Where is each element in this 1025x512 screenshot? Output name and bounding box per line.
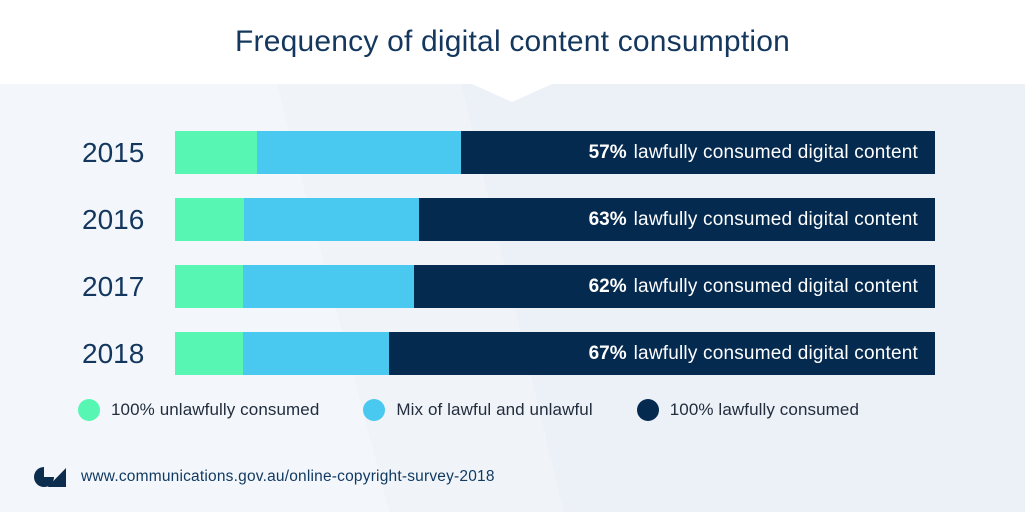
year-label: 2018 (82, 337, 145, 369)
footer: www.communications.gov.au/online-copyrig… (0, 466, 1025, 488)
department-of-communications-logo-icon (34, 467, 66, 487)
bar-percent-value: 57% (588, 141, 627, 163)
segment-unlawful (175, 332, 243, 375)
navy-dot-icon (636, 399, 659, 421)
segment-mix (242, 265, 415, 308)
segment-unlawful (175, 265, 243, 308)
stacked-bar: 57% lawfully consumed digital content (175, 131, 935, 174)
segment-unlawful (175, 131, 258, 174)
blue-dot-icon (363, 399, 386, 421)
segment-mix (244, 198, 419, 241)
segment-lawful: 57% lawfully consumed digital content (460, 131, 935, 174)
page-title: Frequency of digital content consumption (235, 25, 790, 58)
chart-content: 2015 57% lawfully consumed digital conte… (0, 84, 1025, 488)
chart-area: 2015 57% lawfully consumed digital conte… (0, 84, 1025, 512)
header-notch-decoration (472, 84, 552, 102)
bar-label-text: lawfully consumed digital content (633, 208, 918, 230)
header-bar: Frequency of digital content consumption (0, 0, 1025, 84)
bar-label-text: lawfully consumed digital content (633, 342, 918, 364)
green-dot-icon (78, 399, 100, 421)
bar-chart: 2015 57% lawfully consumed digital conte… (0, 84, 1025, 375)
bar-label-text: lawfully consumed digital content (633, 141, 918, 163)
segment-lawful: 63% lawfully consumed digital content (418, 198, 935, 241)
bar-row-2016: 2016 63% lawfully consumed digital conte… (82, 198, 935, 241)
bar-row-2018: 2018 67% lawfully consumed digital conte… (82, 332, 935, 375)
year-label: 2017 (82, 270, 145, 302)
legend: 100% unlawfully consumed Mix of lawful a… (0, 399, 1025, 421)
stacked-bar: 67% lawfully consumed digital content (175, 332, 935, 375)
stacked-bar: 63% lawfully consumed digital content (175, 198, 935, 241)
legend-label: 100% lawfully consumed (669, 400, 860, 419)
year-label: 2015 (82, 136, 145, 168)
segment-mix (242, 332, 390, 375)
segment-mix (257, 131, 461, 174)
bar-row-2015: 2015 57% lawfully consumed digital conte… (82, 131, 935, 174)
bar-percent-value: 67% (588, 342, 627, 364)
legend-item-lawful: 100% lawfully consumed (636, 399, 860, 421)
segment-unlawful (175, 198, 245, 241)
bar-percent-value: 62% (588, 275, 627, 297)
legend-item-mix: Mix of lawful and unlawful (363, 399, 593, 421)
legend-label: 100% unlawfully consumed (111, 400, 320, 419)
bar-percent-value: 63% (588, 208, 627, 230)
source-url: www.communications.gov.au/online-copyrig… (81, 468, 495, 485)
legend-label: Mix of lawful and unlawful (396, 400, 593, 419)
segment-lawful: 62% lawfully consumed digital content (414, 265, 935, 308)
bar-label-text: lawfully consumed digital content (633, 275, 918, 297)
legend-item-unlawful: 100% unlawfully consumed (78, 399, 319, 421)
bar-row-2017: 2017 62% lawfully consumed digital conte… (82, 265, 935, 308)
stacked-bar: 62% lawfully consumed digital content (175, 265, 935, 308)
segment-lawful: 67% lawfully consumed digital content (389, 332, 935, 375)
year-label: 2016 (82, 203, 145, 235)
